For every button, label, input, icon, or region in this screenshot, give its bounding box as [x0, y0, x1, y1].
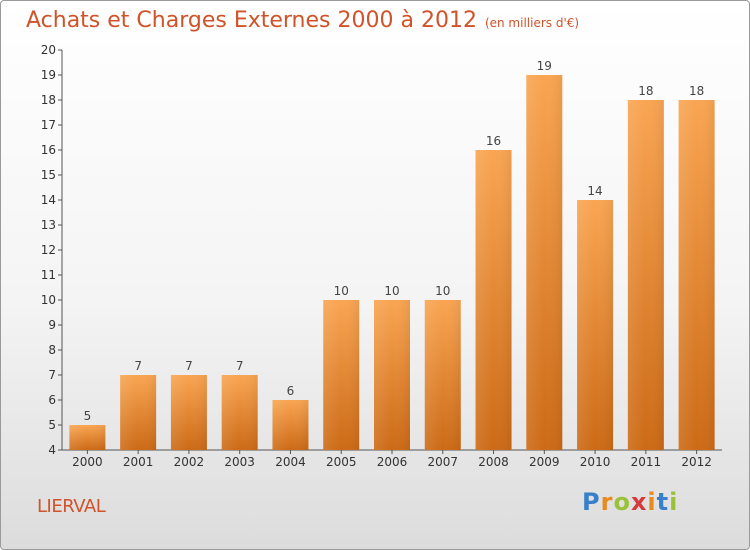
y-tick-label: 6 — [48, 393, 56, 407]
bar-shine — [577, 200, 614, 450]
x-tick-label: 2009 — [529, 455, 560, 469]
y-tick-label: 14 — [41, 193, 56, 207]
chart-subtitle: (en milliers d'€) — [484, 16, 580, 30]
bar-value-label: 18 — [638, 84, 653, 98]
bar-value-label: 19 — [537, 59, 552, 73]
y-tick-label: 10 — [41, 293, 56, 307]
bar-value-label: 5 — [84, 409, 92, 423]
x-tick-label: 2010 — [580, 455, 611, 469]
proxiti-logo: Proxiti — [582, 488, 678, 516]
chart-title: Achats et Charges Externes 2000 à 2012 (e… — [26, 8, 579, 33]
bar-value-label: 14 — [587, 184, 602, 198]
y-tick-label: 9 — [48, 318, 56, 332]
y-tick-label: 16 — [41, 143, 56, 157]
x-tick-label: 2001 — [123, 455, 154, 469]
logo-letter: P — [582, 488, 601, 516]
bar-value-label: 7 — [236, 359, 244, 373]
y-tick-label: 5 — [48, 418, 56, 432]
y-tick-label: 11 — [41, 268, 56, 282]
y-tick-label: 17 — [41, 118, 56, 132]
y-tick-label: 4 — [48, 443, 56, 457]
logo-letter: i — [669, 488, 679, 516]
y-tick-label: 18 — [41, 93, 56, 107]
bar-value-label: 10 — [435, 284, 450, 298]
y-tick-label: 13 — [41, 218, 56, 232]
bar-shine — [374, 300, 410, 450]
bar-shine — [678, 100, 715, 450]
data-labels: 5 7 7 7 6 10 10 10 16 19 14 18 18 — [84, 59, 705, 423]
x-tick-label: 2002 — [174, 455, 205, 469]
bar-shine — [323, 300, 360, 450]
bar-shine — [69, 425, 106, 450]
bar-shine — [526, 75, 563, 450]
x-tick-label: 2000 — [72, 455, 103, 469]
bars — [69, 75, 715, 450]
y-tick-label: 12 — [41, 243, 56, 257]
bar-value-label: 18 — [689, 84, 704, 98]
x-tick-label: 2006 — [377, 455, 408, 469]
chart-title-text: Achats et Charges Externes 2000 à 2012 — [26, 8, 477, 33]
bar-value-label: 16 — [486, 134, 501, 148]
y-tick-label: 7 — [48, 368, 56, 382]
x-tick-label: 2007 — [427, 455, 458, 469]
logo-letter: x — [630, 488, 648, 516]
logo-letter: t — [656, 488, 670, 516]
x-tick-label: 2003 — [224, 455, 255, 469]
logo-letter: i — [647, 488, 657, 516]
logo-letter: r — [600, 488, 614, 516]
x-tick-label: 2008 — [478, 455, 509, 469]
bar-shine — [120, 375, 157, 450]
bar-value-label: 6 — [287, 384, 295, 398]
bar-shine — [475, 150, 512, 450]
bar-value-label: 7 — [185, 359, 193, 373]
logo-letter: o — [613, 488, 631, 516]
bar-value-label: 7 — [134, 359, 142, 373]
x-tick-label: 2005 — [326, 455, 357, 469]
commune-name: LIERVAL — [37, 496, 106, 517]
y-tick-label: 19 — [41, 68, 56, 82]
bar-shine — [221, 375, 258, 450]
bar-value-label: 10 — [334, 284, 349, 298]
bar-shine — [424, 300, 461, 450]
y-tick-label: 8 — [48, 343, 56, 357]
bar-shine — [627, 100, 664, 450]
x-tick-label: 2011 — [631, 455, 662, 469]
y-tick-label: 15 — [41, 168, 56, 182]
bar-value-label: 10 — [384, 284, 399, 298]
bar-shine — [272, 400, 309, 450]
x-tick-label: 2012 — [681, 455, 712, 469]
y-tick-label: 20 — [41, 43, 56, 57]
bar-shine — [170, 375, 207, 450]
x-tick-label: 2004 — [275, 455, 306, 469]
